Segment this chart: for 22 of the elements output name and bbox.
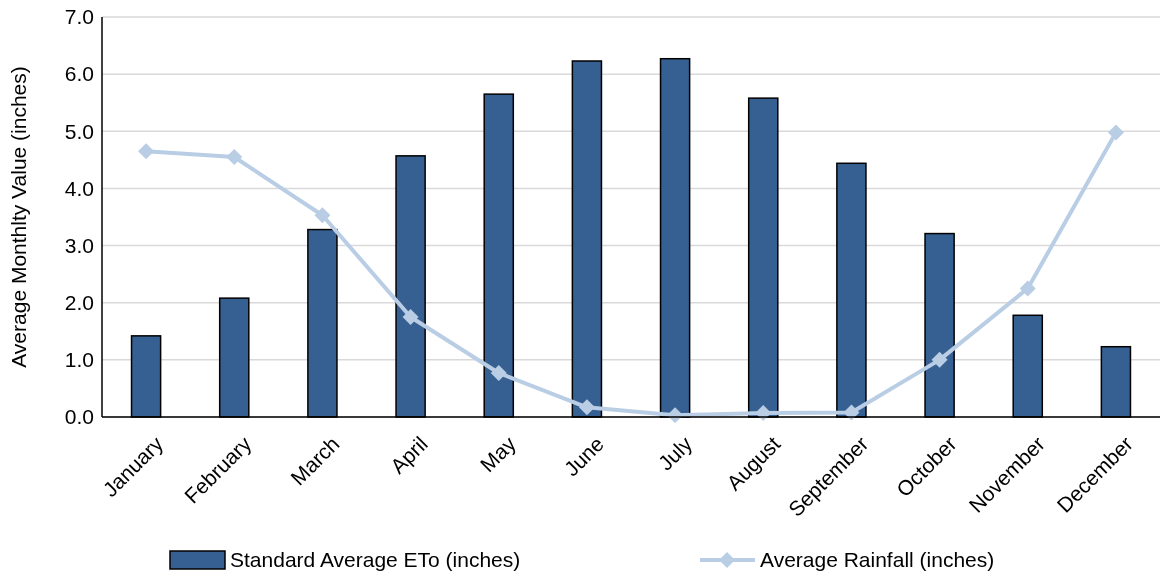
y-axis-title: Average Monthlty Value (inches) xyxy=(7,66,30,368)
point xyxy=(1019,280,1036,297)
point xyxy=(490,365,507,381)
y-tick-label: 5.0 xyxy=(64,119,94,143)
y-tick-label: 7.0 xyxy=(64,5,94,29)
y-tick-label: 3.0 xyxy=(64,233,94,257)
y-tick-label: 6.0 xyxy=(64,62,94,86)
point xyxy=(138,143,155,160)
point xyxy=(314,207,331,224)
y-tick-label: 4.0 xyxy=(64,176,94,200)
y-tick-label: 1.0 xyxy=(64,348,94,372)
point xyxy=(402,309,419,325)
point xyxy=(578,399,595,416)
x-tick-label: July xyxy=(653,431,697,475)
legend-label: Standard Average ETo (inches) xyxy=(230,548,521,572)
y-tick-label: 0.0 xyxy=(64,405,94,429)
point xyxy=(1107,124,1124,141)
point xyxy=(226,149,243,165)
point xyxy=(931,351,948,368)
x-tick-label: May xyxy=(475,431,521,477)
y-tick-label: 2.0 xyxy=(64,291,94,315)
legend-label: Average Rainfall (inches) xyxy=(760,548,995,572)
